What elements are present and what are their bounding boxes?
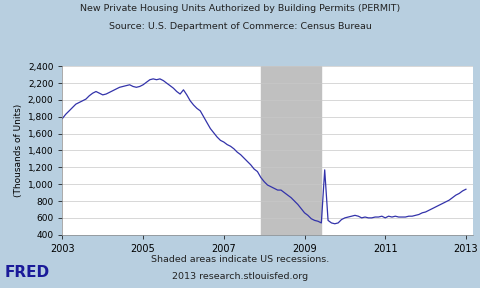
Text: New Private Housing Units Authorized by Building Permits (PERMIT): New Private Housing Units Authorized by … (80, 4, 400, 13)
Text: FRED: FRED (5, 265, 50, 280)
Text: Source: U.S. Department of Commerce: Census Bureau: Source: U.S. Department of Commerce: Cen… (108, 22, 372, 31)
Text: 2013 research.stlouisfed.org: 2013 research.stlouisfed.org (172, 272, 308, 281)
Y-axis label: (Thousands of Units): (Thousands of Units) (14, 104, 24, 197)
Bar (261, 66, 321, 235)
Text: Shaded areas indicate US recessions.: Shaded areas indicate US recessions. (151, 255, 329, 264)
